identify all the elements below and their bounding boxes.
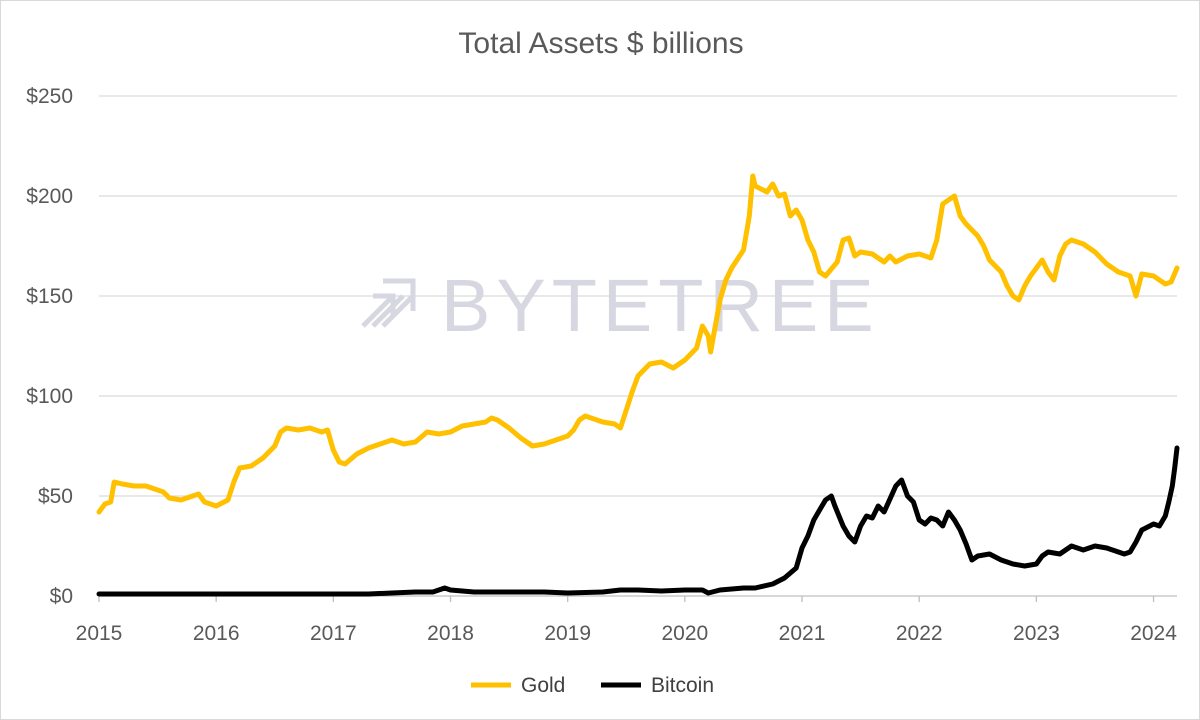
watermark-arrow-icon	[361, 278, 416, 328]
x-tick-label: 2019	[544, 622, 591, 645]
series-lines	[96, 173, 1180, 597]
y-tick-label: $250	[26, 85, 73, 108]
chart-title: Total Assets $ billions	[458, 27, 743, 60]
gridlines	[99, 95, 1177, 597]
y-tick-label: $100	[26, 385, 73, 408]
watermark: BYTETREE	[361, 264, 880, 347]
x-tick-label: 2021	[779, 622, 826, 645]
y-tick-label: $200	[26, 185, 73, 208]
series-line-bitcoin	[96, 445, 1180, 597]
x-tick-label: 2023	[1013, 622, 1060, 645]
y-tick-label: $0	[50, 585, 73, 608]
series-line-gold	[96, 173, 1180, 515]
watermark-text: BYTETREE	[441, 264, 880, 347]
y-axis-ticks: $0 $50 $100 $150 $200 $250	[26, 85, 73, 608]
y-tick-label: $150	[26, 285, 73, 308]
x-tick-label: 2022	[896, 622, 943, 645]
x-tick-label: 2024	[1130, 622, 1177, 645]
x-axis-ticks: 2015 2016 2017 2018 2019 2020 2021 2022 2023 2024	[76, 596, 1177, 645]
legend-label-bitcoin: Bitcoin	[651, 674, 714, 697]
legend: Gold Bitcoin	[471, 674, 714, 697]
x-tick-label: 2018	[427, 622, 474, 645]
x-tick-label: 2015	[76, 622, 123, 645]
x-tick-label: 2020	[662, 622, 709, 645]
x-tick-label: 2017	[310, 622, 357, 645]
x-tick-label: 2016	[193, 622, 240, 645]
y-tick-label: $50	[38, 485, 73, 508]
legend-label-gold: Gold	[521, 674, 565, 697]
